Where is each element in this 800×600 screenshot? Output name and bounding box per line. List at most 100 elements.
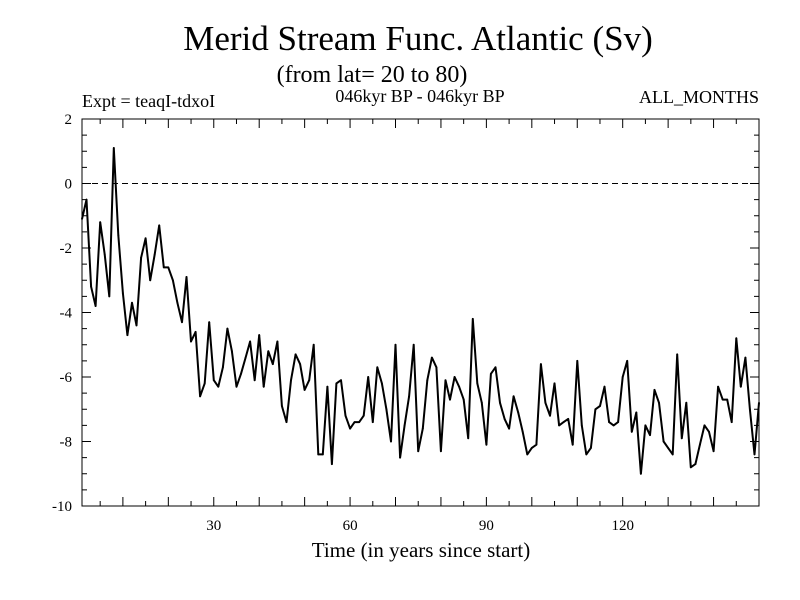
data-point	[371, 421, 374, 424]
data-point	[281, 405, 283, 407]
data-point	[571, 443, 574, 446]
chart-title: Merid Stream Func. Atlantic (Sv)	[183, 19, 653, 58]
data-point	[421, 427, 424, 430]
period-label: 046kyr BP - 046kyr BP	[335, 86, 504, 106]
data-point	[703, 424, 706, 427]
y-tick-label: -10	[52, 499, 72, 515]
data-point	[308, 379, 311, 382]
data-point	[81, 218, 83, 220]
data-point	[458, 385, 461, 388]
y-tick-label: -4	[60, 306, 73, 322]
chart-subtitle: (from lat= 20 to 80)	[277, 62, 468, 88]
data-point	[471, 318, 474, 320]
data-point	[240, 372, 242, 375]
data-point	[317, 453, 320, 456]
data-point	[530, 447, 533, 449]
data-point	[203, 382, 206, 385]
data-point	[444, 379, 447, 382]
data-point	[335, 382, 338, 385]
data-point	[708, 430, 710, 433]
data-point	[562, 421, 565, 424]
data-point	[535, 443, 538, 446]
data-point	[390, 440, 392, 443]
data-point	[576, 359, 579, 362]
data-point	[717, 385, 720, 388]
data-point	[758, 401, 760, 404]
y-tick-label: -8	[60, 435, 73, 451]
x-tick-label: 90	[479, 518, 494, 534]
data-point	[630, 430, 633, 433]
data-point	[231, 350, 233, 353]
x-tick-label: 120	[611, 518, 634, 534]
data-point	[435, 366, 438, 369]
data-point	[485, 443, 488, 446]
data-point	[712, 450, 715, 453]
data-point	[399, 456, 401, 459]
data-point	[131, 301, 133, 304]
data-point	[567, 418, 570, 420]
data-point	[671, 453, 674, 456]
data-point	[521, 430, 524, 433]
x-axis-label: Time (in years since start)	[312, 538, 531, 562]
data-point	[312, 343, 315, 346]
data-point	[749, 408, 751, 411]
data-point	[194, 330, 197, 333]
data-point	[321, 453, 324, 456]
data-point	[499, 401, 501, 404]
data-point	[626, 359, 629, 362]
data-point	[644, 424, 647, 427]
data-point	[617, 421, 620, 424]
experiment-label: Expt = teaqI-tdxoI	[82, 91, 215, 111]
data-point	[621, 376, 624, 378]
data-point	[512, 395, 515, 398]
data-point	[449, 398, 451, 401]
data-point	[417, 450, 420, 453]
series-line	[81, 147, 760, 475]
data-point	[235, 385, 238, 388]
y-tick-label: 2	[65, 112, 73, 128]
data-point	[108, 295, 111, 298]
data-point	[680, 437, 683, 440]
data-point	[476, 382, 479, 385]
data-point	[144, 237, 147, 240]
data-point	[294, 353, 297, 356]
data-point	[176, 301, 179, 304]
data-point	[103, 253, 106, 256]
data-point	[549, 414, 551, 417]
data-point	[467, 437, 470, 440]
data-point	[376, 366, 379, 369]
data-point	[667, 447, 670, 449]
data-point	[244, 356, 247, 359]
data-point	[585, 453, 588, 456]
data-point	[408, 395, 411, 398]
data-point	[689, 466, 692, 469]
data-point	[253, 379, 256, 382]
data-point	[490, 372, 492, 375]
data-point	[526, 453, 529, 456]
data-point	[558, 424, 560, 427]
data-point	[262, 385, 265, 388]
data-point	[726, 398, 729, 401]
data-point	[599, 405, 601, 407]
data-point	[358, 421, 361, 424]
data-point	[730, 421, 733, 424]
data-point	[635, 411, 638, 414]
data-point	[540, 363, 542, 365]
data-point	[676, 353, 679, 356]
data-point	[340, 379, 342, 382]
data-point	[380, 382, 383, 385]
data-point	[494, 366, 497, 369]
data-point	[140, 256, 142, 259]
data-point	[735, 337, 738, 340]
data-point	[249, 340, 252, 343]
data-point	[285, 421, 288, 424]
data-point	[367, 376, 370, 378]
data-point	[162, 266, 165, 269]
data-point	[344, 414, 347, 417]
data-point	[208, 321, 211, 324]
data-point	[290, 379, 292, 382]
data-point	[121, 292, 124, 295]
data-point	[753, 453, 756, 456]
data-point	[403, 424, 406, 427]
data-point	[226, 327, 229, 330]
